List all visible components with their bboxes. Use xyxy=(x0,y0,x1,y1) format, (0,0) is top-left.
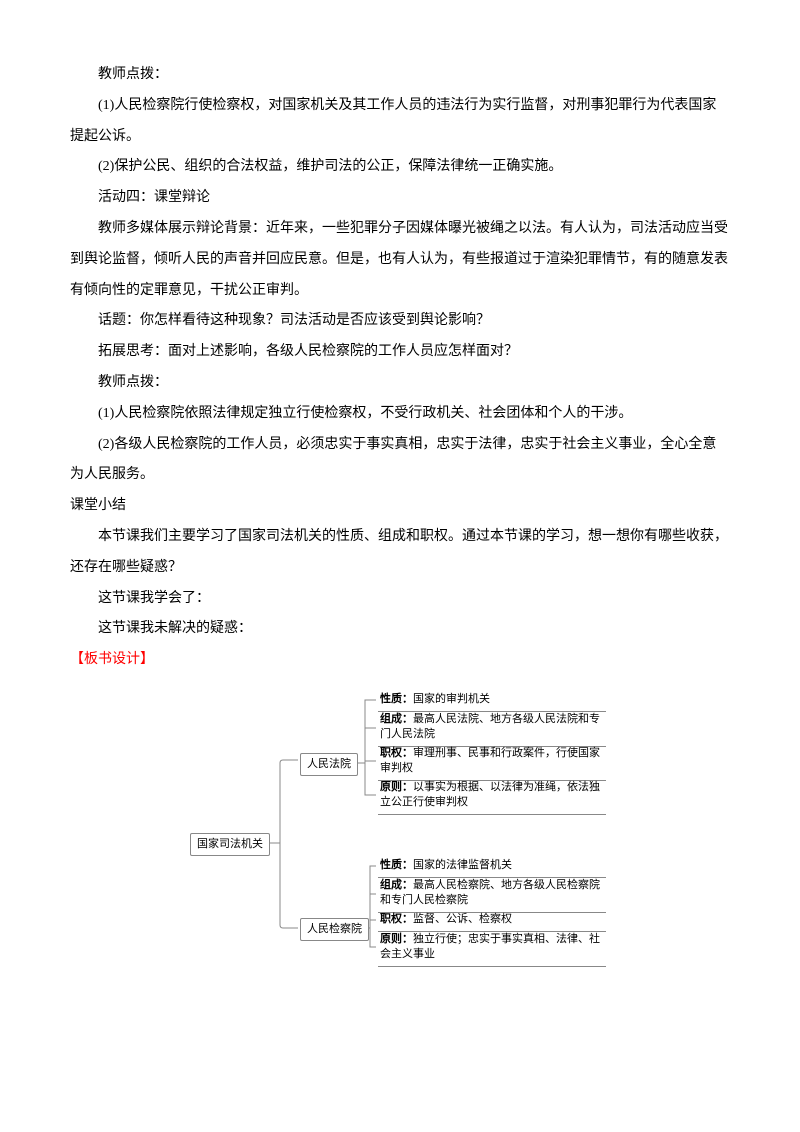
leaf-proc-nature: 性质：国家的法律监督机关 xyxy=(378,856,606,878)
leaf-court-principle: 原则：以事实为根据、以法律为准绳，依法独立公正行使审判权 xyxy=(378,778,606,815)
leaf-prefix: 职权： xyxy=(380,747,413,759)
leaf-prefix: 组成： xyxy=(380,879,413,891)
section-board-design: 【板书设计】 xyxy=(70,645,730,676)
leaf-prefix: 性质： xyxy=(380,859,413,871)
leaf-court-composition: 组成：最高人民法院、地方各级人民法院和专门人民法院 xyxy=(378,710,606,747)
para-doubts: 这节课我未解决的疑惑： xyxy=(70,614,730,645)
node-root: 国家司法机关 xyxy=(190,833,270,856)
node-court: 人民法院 xyxy=(300,753,358,776)
para-point-3: (1)人民检察院依照法律规定独立行使检察权，不受行政机关、社会团体和个人的干涉。 xyxy=(70,399,730,430)
para-point-4: (2)各级人民检察院的工作人员，必须忠实于事实真相，忠实于法律，忠实于社会主义事… xyxy=(70,430,730,492)
para-teacher-note-1: 教师点拨： xyxy=(70,60,730,91)
leaf-text: 监督、公诉、检察权 xyxy=(413,913,512,925)
leaf-text: 独立行使；忠实于事实真相、法律、社会主义事业 xyxy=(380,933,600,960)
leaf-proc-principle: 原则：独立行使；忠实于事实真相、法律、社会主义事业 xyxy=(378,930,606,967)
leaf-proc-power: 职权：监督、公诉、检察权 xyxy=(378,910,606,932)
leaf-court-nature: 性质：国家的审判机关 xyxy=(378,690,606,712)
leaf-court-power: 职权：审理刑事、民事和行政案件，行使国家审判权 xyxy=(378,744,606,781)
para-activity-4: 活动四：课堂辩论 xyxy=(70,183,730,214)
diagram-container: 国家司法机关 人民法院 人民检察院 性质：国家的审判机关 组成：最高人民法院、地… xyxy=(70,688,730,1008)
leaf-text: 最高人民法院、地方各级人民法院和专门人民法院 xyxy=(380,713,600,740)
leaf-prefix: 职权： xyxy=(380,913,413,925)
para-summary-title: 课堂小结 xyxy=(70,491,730,522)
leaf-prefix: 原则： xyxy=(380,933,413,945)
para-debate-bg: 教师多媒体展示辩论背景：近年来，一些犯罪分子因媒体曝光被绳之以法。有人认为，司法… xyxy=(70,214,730,306)
leaf-text: 最高人民检察院、地方各级人民检察院和专门人民检察院 xyxy=(380,879,600,906)
para-learned: 这节课我学会了： xyxy=(70,584,730,615)
para-topic: 话题：你怎样看待这种现象？司法活动是否应该受到舆论影响？ xyxy=(70,306,730,337)
leaf-prefix: 性质： xyxy=(380,693,413,705)
leaf-text: 国家的审判机关 xyxy=(413,693,490,705)
tree-diagram: 国家司法机关 人民法院 人民检察院 性质：国家的审判机关 组成：最高人民法院、地… xyxy=(190,688,610,1008)
leaf-text: 以事实为根据、以法律为准绳，依法独立公正行使审判权 xyxy=(380,781,600,808)
para-summary-body: 本节课我们主要学习了国家司法机关的性质、组成和职权。通过本节课的学习，想一想你有… xyxy=(70,522,730,584)
leaf-text: 国家的法律监督机关 xyxy=(413,859,512,871)
para-extend: 拓展思考：面对上述影响，各级人民检察院的工作人员应怎样面对？ xyxy=(70,337,730,368)
leaf-prefix: 原则： xyxy=(380,781,413,793)
document-body: 教师点拨： (1)人民检察院行使检察权，对国家机关及其工作人员的违法行为实行监督… xyxy=(70,60,730,1008)
para-point-1: (1)人民检察院行使检察权，对国家机关及其工作人员的违法行为实行监督，对刑事犯罪… xyxy=(70,91,730,153)
para-point-2: (2)保护公民、组织的合法权益，维护司法的公正，保障法律统一正确实施。 xyxy=(70,152,730,183)
leaf-prefix: 组成： xyxy=(380,713,413,725)
para-teacher-note-2: 教师点拨： xyxy=(70,368,730,399)
node-procuratorate: 人民检察院 xyxy=(300,918,369,941)
leaf-proc-composition: 组成：最高人民检察院、地方各级人民检察院和专门人民检察院 xyxy=(378,876,606,913)
leaf-text: 审理刑事、民事和行政案件，行使国家审判权 xyxy=(380,747,600,774)
